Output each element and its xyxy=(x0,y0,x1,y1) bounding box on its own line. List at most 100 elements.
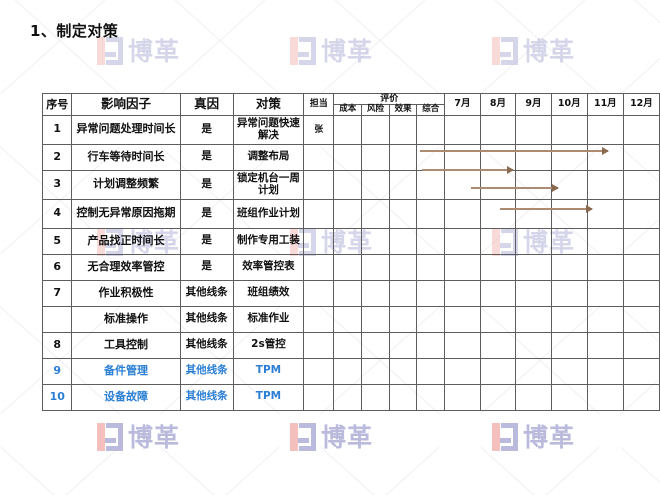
cell-eval xyxy=(416,143,446,171)
table-row[interactable]: 标准操作 其他线条 标准作业 xyxy=(41,305,660,333)
cell-factor: 工具控制 xyxy=(71,331,181,359)
watermark-logo: 博革 xyxy=(97,37,180,65)
cell-eval xyxy=(416,383,446,411)
cell-eval xyxy=(388,253,418,281)
col-header-evaluation: 评价 xyxy=(333,92,446,106)
watermark-logo: 博革 xyxy=(290,423,373,451)
cell-seq: 5 xyxy=(41,227,73,255)
countermeasure-table-wrap: 序号 影响因子 真因 对策 担当 评价 7月 8月 9月 10月 11月 12月… xyxy=(41,92,660,411)
cell-month xyxy=(479,383,517,411)
table-body: 1 异常问题处理时间长是异常问题快速解决张 2 行车等待时间长是调整布局 3 计划调整频繁… xyxy=(41,114,660,411)
cell-owner: 张 xyxy=(303,114,335,145)
cell-eval xyxy=(333,357,363,385)
cell-eval xyxy=(361,357,390,385)
watermark-logo: 博革 xyxy=(97,423,180,451)
page-title: 1、制定对策 xyxy=(30,22,119,40)
cell-month xyxy=(515,331,552,359)
cell-owner xyxy=(303,143,335,171)
cell-month xyxy=(550,198,588,229)
watermark-text: 博革 xyxy=(321,36,374,66)
watermark-cross-icon xyxy=(0,420,140,495)
cell-month xyxy=(622,169,660,200)
table-head: 序号 影响因子 真因 对策 担当 评价 7月 8月 9月 10月 11月 12月… xyxy=(41,92,660,116)
cell-cause: 是 xyxy=(179,143,234,171)
table-row[interactable]: 5 产品找正时间长是制作专用工装 xyxy=(41,227,660,255)
cell-owner xyxy=(303,253,335,281)
cell-measure: 效率管控表 xyxy=(232,253,305,281)
table-row[interactable]: 9 备件管理 其他线条 TPM xyxy=(41,357,660,385)
cell-seq: 8 xyxy=(41,331,73,359)
cell-eval xyxy=(361,114,390,145)
cell-eval xyxy=(361,305,390,333)
cell-eval xyxy=(388,143,418,171)
cell-month xyxy=(479,198,517,229)
cell-month xyxy=(550,357,588,385)
cell-factor: 无合理效率管控 xyxy=(71,253,181,281)
cell-eval xyxy=(388,227,418,255)
table-row[interactable]: 7 作业积极性 其他线条 班组绩效 xyxy=(41,279,660,307)
cell-month xyxy=(586,143,624,171)
cell-month xyxy=(444,331,481,359)
cell-eval xyxy=(388,305,418,333)
cell-month xyxy=(479,331,517,359)
brand-mark-icon xyxy=(492,37,518,65)
cell-month xyxy=(515,114,552,145)
col-header-factor: 影响因子 xyxy=(71,93,181,116)
table-row[interactable]: 1 异常问题处理时间长是异常问题快速解决张 xyxy=(41,114,660,145)
watermark-cross-icon xyxy=(140,420,300,495)
cell-month xyxy=(622,383,660,411)
col-header-eval-risk: 风险 xyxy=(361,104,390,116)
cell-month xyxy=(622,198,660,229)
cell-month xyxy=(515,227,552,255)
table-header-row-1: 序号 影响因子 真因 对策 担当 评价 7月 8月 9月 10月 11月 12月 xyxy=(41,92,660,116)
table-row[interactable]: 10 设备故障 其他线条 TPM xyxy=(41,383,660,411)
cell-month xyxy=(622,253,660,281)
table-row[interactable]: 6 无合理效率管控是效率管控表 xyxy=(41,253,660,281)
watermark-text: 博革 xyxy=(128,36,181,66)
cell-month xyxy=(586,253,624,281)
cell-eval xyxy=(333,279,363,307)
watermark-text: 博革 xyxy=(523,36,576,66)
cell-measure: 调整布局 xyxy=(232,143,305,171)
col-header-cause: 真因 xyxy=(179,93,234,116)
cell-measure: 班组绩效 xyxy=(232,279,305,307)
cell-month xyxy=(586,383,624,411)
cell-month xyxy=(515,279,552,307)
cell-measure: 异常问题快速解决 xyxy=(232,114,305,145)
cell-month xyxy=(550,169,588,200)
table-row[interactable]: 4 控制无异常原因拖期是班组作业计划 xyxy=(41,198,660,229)
cell-eval xyxy=(333,169,363,200)
cell-eval xyxy=(361,169,390,200)
cell-eval xyxy=(361,143,390,171)
cell-eval xyxy=(333,383,363,411)
watermark-logo: 博革 xyxy=(290,37,373,65)
table-row[interactable]: 3 计划调整频繁是锁定机台一周计划 xyxy=(41,169,660,200)
cell-month xyxy=(479,227,517,255)
col-header-seq: 序号 xyxy=(41,93,73,116)
cell-month xyxy=(479,279,517,307)
cell-eval xyxy=(361,383,390,411)
watermark-cross-icon xyxy=(600,420,660,495)
cell-cause: 是 xyxy=(179,253,234,281)
watermark-text: 博革 xyxy=(128,422,181,452)
cell-month xyxy=(622,143,660,171)
brand-mark-icon xyxy=(492,423,518,451)
cell-seq xyxy=(41,305,73,333)
col-header-month-2: 8月 xyxy=(479,93,517,116)
cell-month xyxy=(586,279,624,307)
cell-eval xyxy=(416,279,446,307)
col-header-eval-total: 综合 xyxy=(416,104,446,116)
cell-month xyxy=(622,331,660,359)
table-row[interactable]: 8 工具控制 其他线条 2s管控 xyxy=(41,331,660,359)
cell-owner xyxy=(303,169,335,200)
cell-month xyxy=(515,143,552,171)
cell-measure: 制作专用工装 xyxy=(232,227,305,255)
cell-factor: 设备故障 xyxy=(71,383,181,411)
cell-month xyxy=(515,383,552,411)
brand-mark-icon xyxy=(290,423,316,451)
cell-eval xyxy=(416,114,446,145)
table-row[interactable]: 2 行车等待时间长是调整布局 xyxy=(41,143,660,171)
cell-eval xyxy=(361,227,390,255)
cell-month xyxy=(586,331,624,359)
cell-month xyxy=(622,227,660,255)
